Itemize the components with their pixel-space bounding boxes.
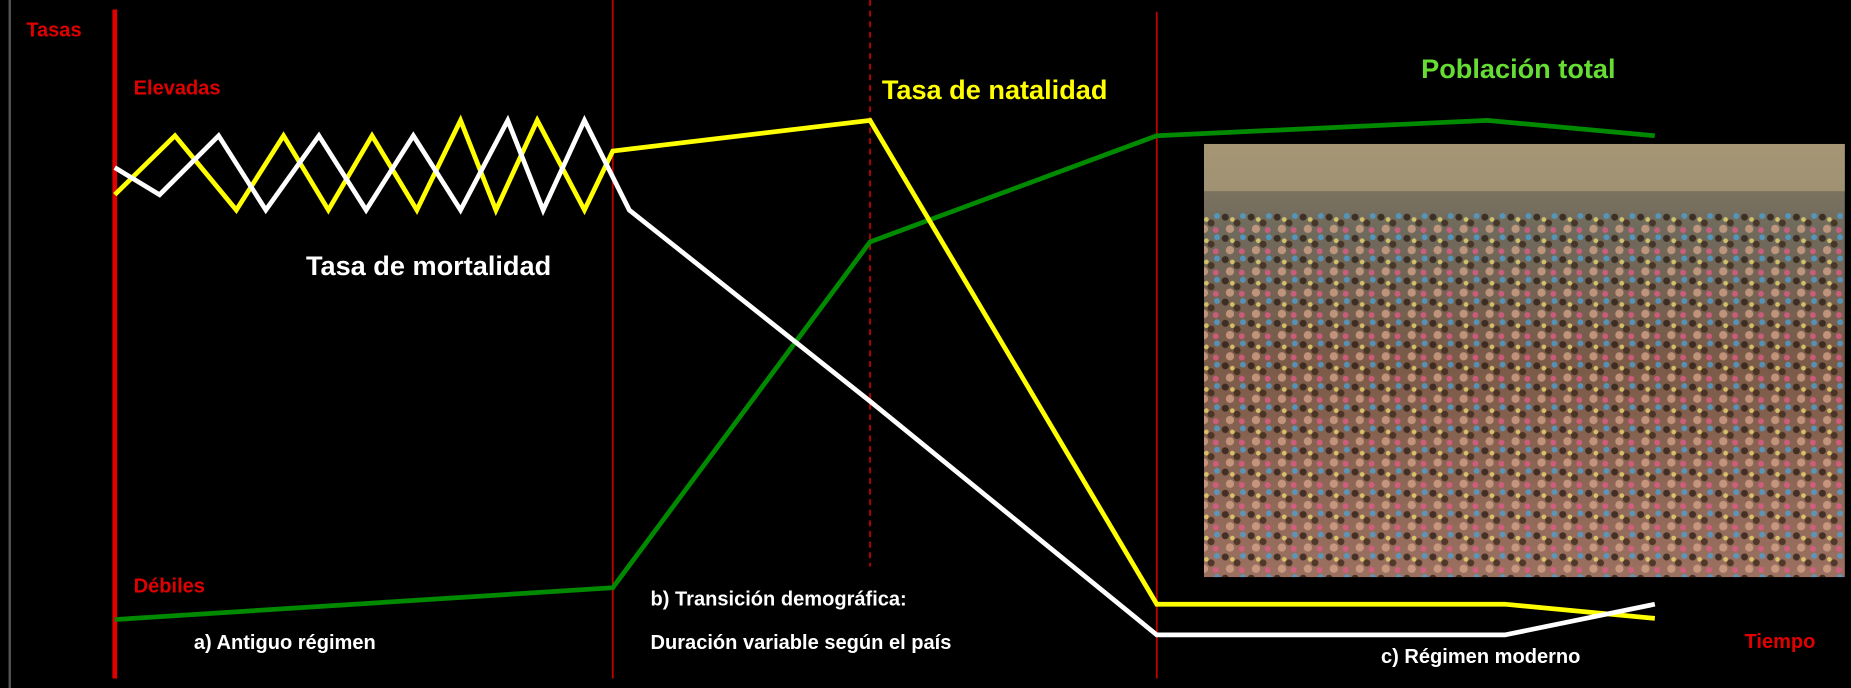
crowd-photo-roof <box>1204 143 1845 192</box>
death-rate-line <box>113 114 1656 638</box>
low-label: Débiles <box>134 575 205 597</box>
crowd-photo-texture <box>1204 212 1845 578</box>
phase-a-label: a) Antiguo régimen <box>194 632 376 654</box>
population-label: Población total <box>1421 53 1615 84</box>
birth-rate-line <box>113 114 1656 621</box>
y-axis-label: Tasas <box>26 20 81 42</box>
birth-rate-label: Tasa de natalidad <box>882 74 1108 105</box>
population-line <box>114 118 1656 622</box>
x-axis-label: Tiempo <box>1744 631 1815 653</box>
phase-c-label: c) Régimen moderno <box>1381 646 1580 668</box>
phase-b-title: b) Transición demográfica: <box>651 588 907 610</box>
phase-b-note: Duración variable según el país <box>651 632 952 654</box>
death-rate-label: Tasa de mortalidad <box>306 250 551 281</box>
high-label: Elevadas <box>134 77 221 99</box>
